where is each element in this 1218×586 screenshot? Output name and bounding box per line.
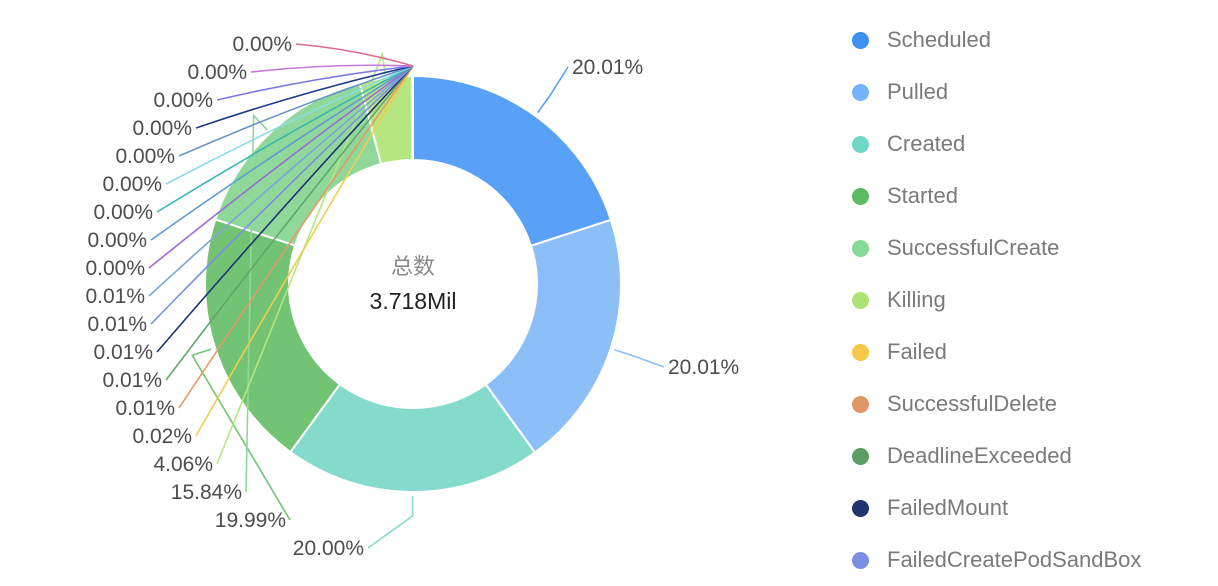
legend-label: FailedCreatePodSandBox	[887, 547, 1141, 573]
leader-line-2	[368, 496, 413, 548]
legend-item-deadline-exceeded[interactable]: DeadlineExceeded	[852, 430, 1212, 482]
percent-label-17: 0.00%	[132, 117, 192, 140]
legend-label: Created	[887, 131, 965, 157]
legend-item-pulled[interactable]: Pulled	[852, 66, 1212, 118]
legend-label: FailedMount	[887, 495, 1008, 521]
legend-swatch	[852, 448, 869, 465]
legend-item-successful-delete[interactable]: SuccessfulDelete	[852, 378, 1212, 430]
percent-label-15: 0.00%	[102, 173, 162, 196]
legend-item-failed-create-pod-sand-box[interactable]: FailedCreatePodSandBox	[852, 534, 1212, 586]
legend-swatch	[852, 396, 869, 413]
leader-line-1	[615, 350, 664, 367]
legend-swatch	[852, 500, 869, 517]
legend-label: Started	[887, 183, 958, 209]
legend-item-successful-create[interactable]: SuccessfulCreate	[852, 222, 1212, 274]
percent-label-7: 0.01%	[115, 397, 175, 420]
percent-label-10: 0.01%	[87, 313, 147, 336]
legend-label: DeadlineExceeded	[887, 443, 1072, 469]
legend-label: Failed	[887, 339, 947, 365]
percent-label-18: 0.00%	[153, 89, 213, 112]
legend-swatch	[852, 292, 869, 309]
percent-label-6: 0.02%	[132, 425, 192, 448]
legend-swatch	[852, 84, 869, 101]
legend-item-failed[interactable]: Failed	[852, 326, 1212, 378]
percent-label-2: 20.00%	[293, 537, 364, 560]
chart-legend: Scheduled Pulled Created Started SuccessfulC…	[852, 14, 1212, 586]
legend-swatch	[852, 188, 869, 205]
legend-item-killing[interactable]: Killing	[852, 274, 1212, 326]
percent-label-11: 0.01%	[85, 285, 145, 308]
center-label: 总数	[391, 255, 435, 280]
percent-label-3: 19.99%	[215, 509, 286, 532]
percent-label-4: 15.84%	[171, 481, 242, 504]
percent-label-14: 0.00%	[93, 201, 153, 224]
legend-swatch	[852, 136, 869, 153]
leader-line-20	[296, 44, 413, 66]
legend-label: Scheduled	[887, 27, 991, 53]
legend-label: SuccessfulCreate	[887, 235, 1059, 261]
center-value: 3.718Mil	[370, 288, 457, 314]
percent-label-0: 20.01%	[572, 56, 643, 79]
legend-swatch	[852, 344, 869, 361]
legend-swatch	[852, 32, 869, 49]
percent-label-12: 0.00%	[85, 257, 145, 280]
legend-item-failed-mount[interactable]: FailedMount	[852, 482, 1212, 534]
donut-chart: 20.01% 20.01% 20.00% 19.99% 15.84% 4.06% 0.02%…	[0, 0, 850, 582]
percent-label-13: 0.00%	[87, 229, 147, 252]
legend-item-started[interactable]: Started	[852, 170, 1212, 222]
legend-swatch	[852, 552, 869, 569]
leader-line-0	[538, 67, 568, 113]
legend-item-created[interactable]: Created	[852, 118, 1212, 170]
slice-scheduled[interactable]	[413, 76, 611, 246]
percent-label-16: 0.00%	[115, 145, 175, 168]
legend-label: Pulled	[887, 79, 948, 105]
percent-label-9: 0.01%	[93, 341, 153, 364]
legend-label: SuccessfulDelete	[887, 391, 1057, 417]
percent-label-5: 4.06%	[153, 453, 213, 476]
percent-label-1: 20.01%	[668, 356, 739, 379]
percent-label-19: 0.00%	[187, 61, 247, 84]
legend-swatch	[852, 240, 869, 257]
legend-item-scheduled[interactable]: Scheduled	[852, 14, 1212, 66]
percent-label-8: 0.01%	[102, 369, 162, 392]
donut-slices	[205, 76, 621, 492]
legend-label: Killing	[887, 287, 946, 313]
percent-label-20: 0.00%	[232, 33, 292, 56]
